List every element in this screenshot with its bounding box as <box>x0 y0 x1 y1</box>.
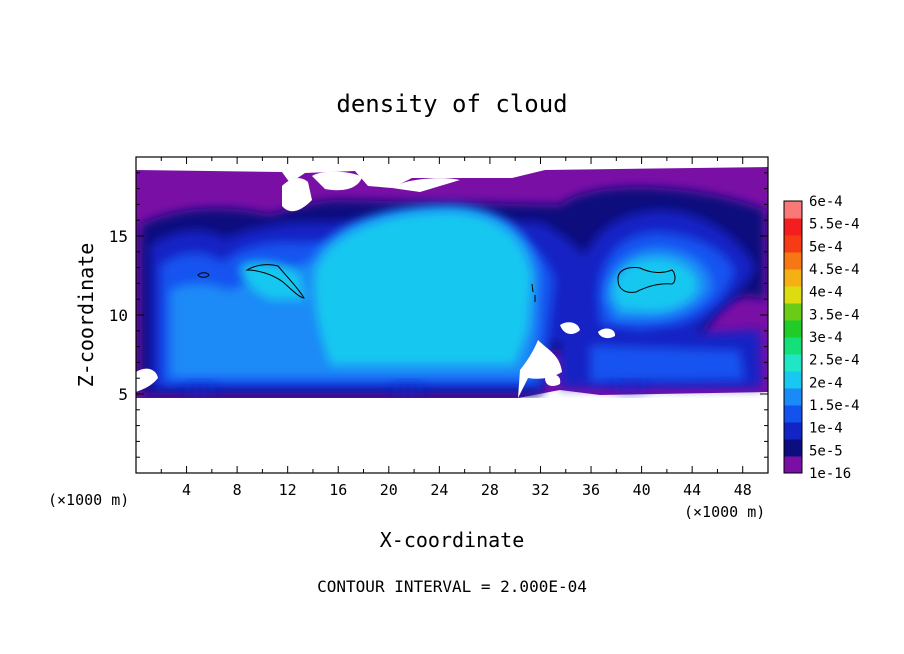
contour-interval-note: CONTOUR INTERVAL = 2.000E-04 <box>317 577 587 596</box>
x-tick-label: 4 <box>182 481 191 499</box>
colorbar-label: 2e-4 <box>809 375 843 391</box>
x-tick-label: 32 <box>531 481 549 499</box>
colorbar-label: 6e-4 <box>809 194 843 210</box>
x-axis-label: X-coordinate <box>380 528 525 552</box>
y-axis: 5 10 15 <box>109 172 768 458</box>
colorbar-swatch <box>784 422 802 440</box>
x-tick-label: 28 <box>481 481 499 499</box>
colorbar-swatch <box>784 201 802 219</box>
colorbar-swatch <box>784 388 802 406</box>
contour-line <box>245 264 305 299</box>
colorbar-swatch <box>784 371 802 389</box>
colorbar-label: 3.5e-4 <box>809 307 860 323</box>
colorbar-label: 5e-5 <box>809 443 843 459</box>
colorbar-swatch <box>784 320 802 338</box>
x-tick-label: 48 <box>734 481 752 499</box>
chart-title: density of cloud <box>336 90 567 118</box>
y-tick-label: 15 <box>109 227 128 246</box>
colorbar-label: 5e-4 <box>809 239 843 255</box>
field-bottom-blobs <box>186 380 644 397</box>
contour-line <box>617 267 676 293</box>
colorbar: 1e-16 5e-5 1e-4 1.5e-4 2e-4 2.5e-4 3e-4 3.5e-4 4… <box>783 194 860 482</box>
colorbar-swatch <box>784 269 802 287</box>
plot-area <box>136 157 768 473</box>
x-tick-label: 20 <box>380 481 398 499</box>
colorbar-swatch <box>784 218 802 236</box>
x-unit-right: (×1000 m) <box>684 503 765 521</box>
colorbar-label: 4e-4 <box>809 285 843 301</box>
x-axis: 4 8 12 16 20 24 28 32 36 40 44 48 <box>160 157 752 499</box>
colorbar-label: 3e-4 <box>809 330 843 346</box>
y-tick-label: 10 <box>109 306 128 325</box>
y-axis-label: Z-coordinate <box>74 243 98 388</box>
colorbar-swatch <box>784 405 802 423</box>
colorbar-swatch <box>784 235 802 253</box>
colorbar-label: 5.5e-4 <box>809 217 860 233</box>
x-tick-label: 8 <box>233 481 242 499</box>
field-gaps <box>136 157 768 473</box>
colorbar-label: 2.5e-4 <box>809 353 860 369</box>
x-tick-label: 12 <box>279 481 297 499</box>
colorbar-swatch <box>784 286 802 304</box>
x-tick-label: 16 <box>329 481 347 499</box>
colorbar-label: 1.5e-4 <box>809 398 860 414</box>
x-tick-label: 36 <box>582 481 600 499</box>
colorbar-swatch <box>784 252 802 270</box>
x-tick-label: 24 <box>430 481 448 499</box>
colorbar-swatch <box>784 354 802 372</box>
colorbar-swatch <box>784 456 802 474</box>
contour-line <box>197 272 210 278</box>
colorbar-frame <box>783 200 803 474</box>
x-tick-label: 40 <box>633 481 651 499</box>
x-tick-label: 44 <box>683 481 701 499</box>
colorbar-swatch <box>784 439 802 457</box>
colorbar-label: 1e-4 <box>809 421 843 437</box>
colorbar-swatch <box>784 303 802 321</box>
y-tick-label: 5 <box>118 385 128 404</box>
contour-line <box>531 283 536 302</box>
colorbar-label: 4.5e-4 <box>809 262 860 278</box>
x-unit-left: (×1000 m) <box>48 491 129 509</box>
colorbar-label: 1e-16 <box>809 466 851 482</box>
contour-lines <box>197 264 676 302</box>
colorbar-swatch <box>784 337 802 355</box>
